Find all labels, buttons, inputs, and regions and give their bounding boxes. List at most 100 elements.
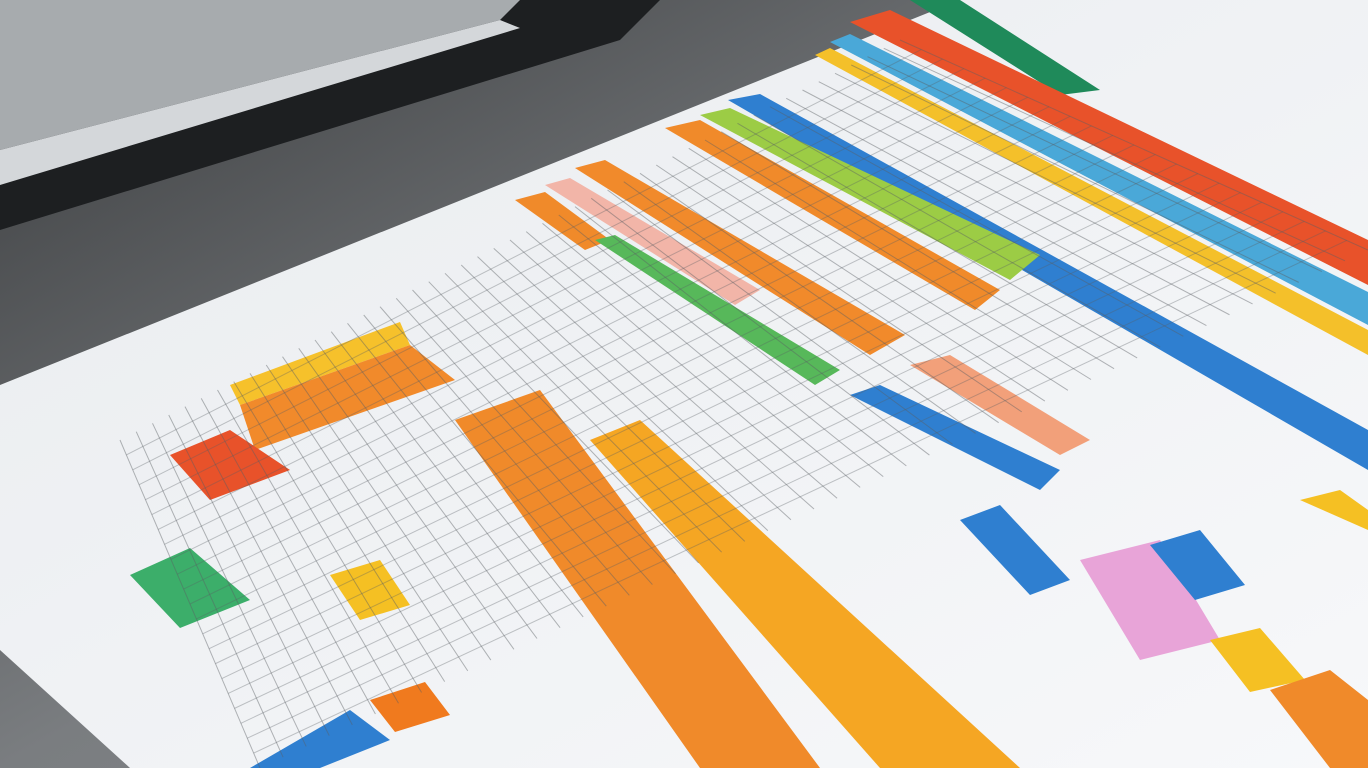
grid-row-line bbox=[460, 264, 746, 542]
grid-column-line bbox=[138, 68, 965, 486]
grid-column-line bbox=[157, 96, 1028, 530]
band bbox=[455, 390, 820, 768]
grid-row-line bbox=[200, 398, 376, 715]
grid-row-line bbox=[509, 239, 815, 510]
band bbox=[240, 345, 455, 450]
band bbox=[1210, 628, 1305, 692]
band bbox=[910, 0, 1100, 95]
grid-row-line bbox=[249, 373, 446, 682]
grid-row-line bbox=[753, 114, 1161, 348]
grid-row-line bbox=[607, 189, 953, 445]
band bbox=[590, 420, 1020, 768]
grid-row-line bbox=[477, 256, 769, 531]
grid-row-line bbox=[233, 381, 423, 693]
grid-column-line bbox=[247, 230, 1326, 739]
grid-row-line bbox=[786, 97, 1207, 326]
grid-row-line bbox=[834, 72, 1276, 294]
band bbox=[1080, 540, 1220, 660]
grid-column-line bbox=[208, 173, 1199, 650]
band bbox=[830, 34, 1368, 325]
band bbox=[545, 178, 760, 305]
grid-row-line bbox=[851, 64, 1299, 283]
keyboard-keys bbox=[0, 0, 520, 150]
grid-row-line bbox=[672, 156, 1046, 402]
band bbox=[515, 192, 610, 250]
grid-column-line bbox=[240, 220, 1305, 724]
grid-column-line bbox=[196, 154, 1156, 620]
band bbox=[665, 120, 1000, 310]
grid-column-line bbox=[164, 106, 1050, 545]
grid-row-line bbox=[428, 281, 699, 564]
grid-row-line bbox=[282, 356, 492, 661]
grid-row-line bbox=[330, 331, 561, 629]
band bbox=[250, 710, 390, 768]
band bbox=[815, 48, 1368, 355]
grid-row-line bbox=[525, 231, 838, 499]
grid-row-line bbox=[802, 89, 1230, 316]
grid-row-line bbox=[347, 323, 584, 618]
grid-row-line bbox=[217, 389, 399, 704]
grid-row-line bbox=[152, 423, 307, 747]
band bbox=[130, 548, 250, 628]
band bbox=[910, 355, 1090, 455]
band bbox=[1300, 490, 1368, 530]
colored-bands bbox=[130, 0, 1368, 768]
band bbox=[595, 235, 840, 385]
grid-row-line bbox=[493, 247, 792, 521]
grid-row-line bbox=[542, 222, 861, 488]
keyboard-edge bbox=[0, 20, 520, 185]
grid-row-line bbox=[412, 289, 676, 575]
grid-column-line bbox=[145, 77, 986, 501]
sheet-grid bbox=[119, 39, 1368, 768]
grid-row-line bbox=[818, 81, 1253, 305]
grid-column-line bbox=[170, 115, 1071, 560]
grid-column-line bbox=[227, 201, 1262, 694]
grid-row-line bbox=[314, 339, 538, 639]
grid-row-line bbox=[737, 122, 1138, 359]
grid-column-line bbox=[183, 135, 1113, 590]
grid-column-line bbox=[221, 192, 1241, 679]
grid-row-line bbox=[720, 131, 1115, 370]
grid-row-line bbox=[119, 439, 261, 768]
band bbox=[330, 560, 410, 620]
grid-row-line bbox=[135, 431, 284, 758]
band bbox=[370, 682, 450, 732]
grid-column-line bbox=[189, 144, 1135, 605]
grid-row-line bbox=[655, 164, 1023, 413]
grid-row-line bbox=[395, 297, 653, 585]
grid-row-line bbox=[867, 56, 1323, 273]
grid-column-line bbox=[253, 240, 1347, 754]
band bbox=[1270, 670, 1368, 768]
grid-row-line bbox=[168, 414, 330, 736]
grid-row-line bbox=[769, 106, 1184, 337]
grid-row-line bbox=[444, 272, 723, 553]
band bbox=[1150, 530, 1245, 600]
grid-row-line bbox=[363, 314, 607, 607]
grid-row-line bbox=[883, 47, 1346, 262]
grid-column-line bbox=[177, 125, 1092, 575]
grid-row-line bbox=[265, 364, 469, 672]
grid-column-line bbox=[202, 163, 1177, 635]
grid-column-line bbox=[234, 211, 1284, 709]
grid-row-line bbox=[574, 206, 907, 467]
band bbox=[850, 385, 1060, 490]
grid-row-line bbox=[558, 214, 884, 478]
grid-row-line bbox=[899, 39, 1368, 251]
band bbox=[700, 108, 1040, 280]
grid-column-line bbox=[132, 58, 943, 471]
band bbox=[575, 160, 905, 355]
grid-row-line bbox=[298, 348, 515, 650]
grid-column-line bbox=[215, 182, 1220, 665]
grid-row-line bbox=[639, 172, 999, 424]
grid-row-line bbox=[379, 306, 630, 596]
grid-row-line bbox=[590, 197, 930, 456]
grid-column-line bbox=[151, 87, 1007, 515]
grid-row-line bbox=[688, 147, 1069, 391]
grid-row-line bbox=[184, 406, 353, 726]
band bbox=[170, 430, 290, 500]
grid-row-line bbox=[623, 181, 976, 434]
band bbox=[850, 10, 1368, 285]
grid-row-line bbox=[704, 139, 1092, 380]
